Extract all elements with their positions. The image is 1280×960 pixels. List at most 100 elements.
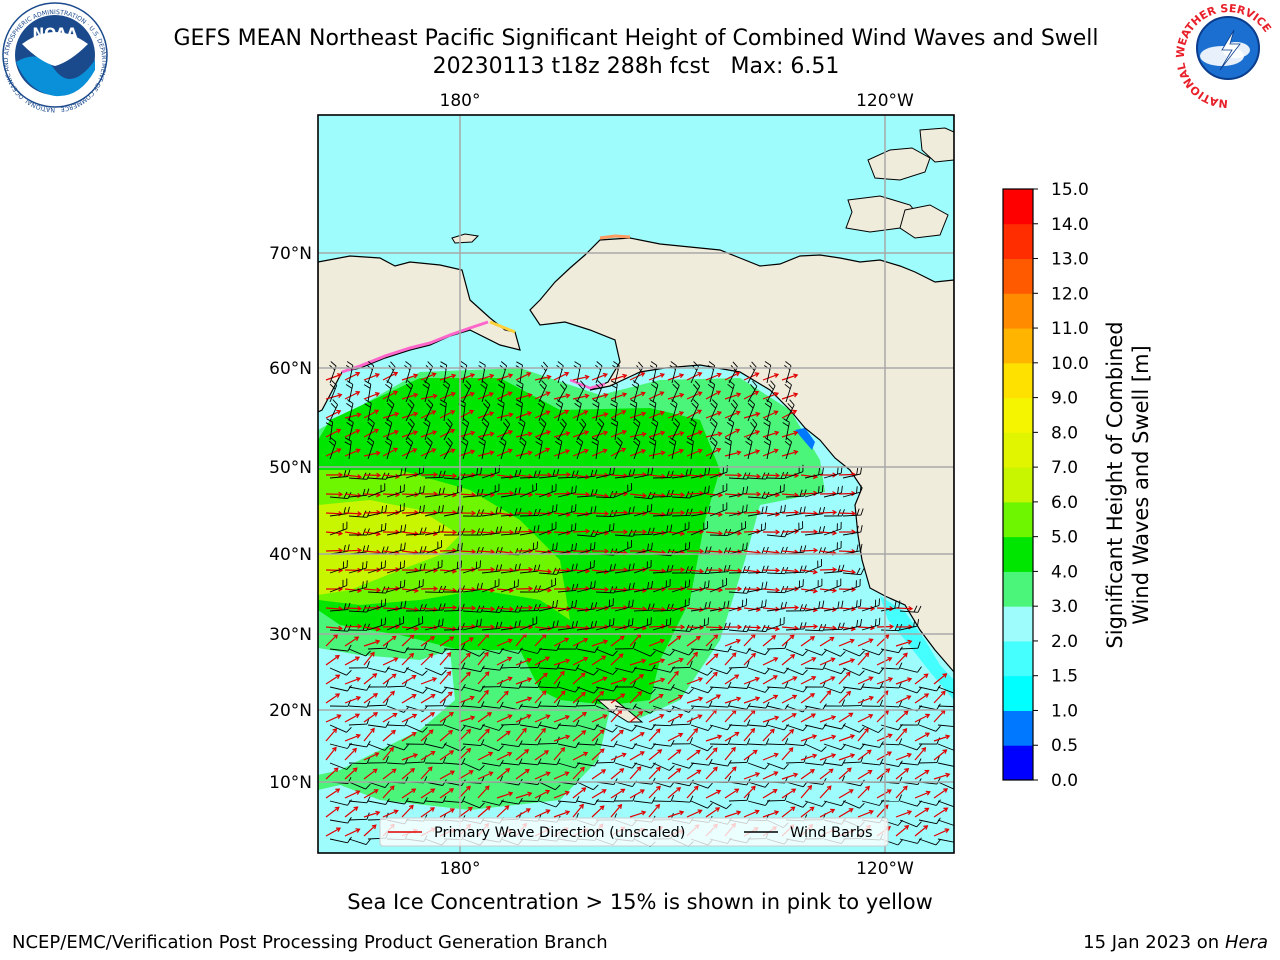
wind-barb-flag xyxy=(742,565,746,573)
wave-direction-arrowhead xyxy=(560,690,566,696)
wind-barb-flag xyxy=(537,758,542,766)
wind-barb-flag xyxy=(860,619,863,627)
wave-direction-arrow xyxy=(781,451,798,457)
wind-barb-shaft xyxy=(348,586,367,593)
wind-barb-flag xyxy=(571,470,575,478)
wind-barb-flag xyxy=(457,506,460,514)
wind-barb-flag xyxy=(571,524,573,532)
wave-direction-arrow xyxy=(553,394,570,400)
wind-barb-shaft xyxy=(633,609,653,612)
wave-direction-arrowhead xyxy=(640,449,647,454)
wave-direction-arrow xyxy=(591,431,608,438)
wind-barb-shaft xyxy=(880,762,899,768)
wave-direction-arrow xyxy=(534,714,550,723)
wave-direction-arrowhead xyxy=(693,785,699,791)
wind-barb-flag xyxy=(666,508,670,516)
wave-direction-arrowhead xyxy=(485,805,491,811)
wave-direction-arrowhead xyxy=(466,671,471,677)
wind-barb-flag xyxy=(765,505,768,513)
wave-direction-arrow xyxy=(591,588,609,591)
wave-direction-arrow xyxy=(705,735,722,742)
wave-direction-arrow xyxy=(629,449,646,457)
wave-direction-arrowhead xyxy=(603,569,610,575)
wind-barb-shaft xyxy=(557,529,576,536)
wave-direction-arrowhead xyxy=(811,657,817,662)
wind-barb-shaft xyxy=(690,527,708,536)
wave-direction-arrowhead xyxy=(427,766,433,772)
sea-ice-note: Sea Ice Concentration > 15% is shown in … xyxy=(347,890,933,914)
wind-barb-shaft xyxy=(652,403,657,422)
wave-direction-arrow xyxy=(325,429,341,438)
wind-barb-shaft xyxy=(405,667,423,676)
wave-direction-arrow xyxy=(382,390,398,400)
wind-barb-shaft xyxy=(386,366,396,384)
wave-direction-arrow xyxy=(629,789,645,799)
wave-direction-arrow xyxy=(572,752,588,761)
wave-direction-arrowhead xyxy=(794,605,800,611)
wind-barb-flag xyxy=(555,801,561,808)
wind-barb-flag xyxy=(799,565,803,573)
wave-direction-arrowhead xyxy=(369,651,375,657)
wave-direction-arrowhead xyxy=(717,734,723,740)
wind-barb-flag xyxy=(479,437,486,442)
wave-direction-arrow xyxy=(876,768,890,780)
wave-direction-arrowhead xyxy=(579,803,584,809)
wind-barb-flag xyxy=(575,620,578,628)
wave-direction-arrow xyxy=(553,492,571,495)
wave-direction-arrowhead xyxy=(355,828,361,833)
wind-barb-shaft xyxy=(747,424,758,441)
wave-direction-arrow xyxy=(895,640,912,647)
wave-direction-arrowhead xyxy=(676,786,682,792)
wave-direction-arrow xyxy=(800,636,815,647)
wave-direction-arrow xyxy=(496,607,513,610)
wave-direction-arrowhead xyxy=(484,785,490,791)
wind-barb-shaft xyxy=(633,587,652,593)
wave-direction-arrowhead xyxy=(430,712,436,717)
wind-barb-flag xyxy=(460,725,466,732)
wave-direction-arrowhead xyxy=(504,805,510,810)
wind-barb-shaft xyxy=(538,475,557,479)
lat-label-10n: 10°N xyxy=(269,773,312,793)
wave-direction-arrowhead xyxy=(774,430,780,436)
wind-barb-shaft xyxy=(766,477,786,480)
wind-barb-shaft xyxy=(576,385,586,403)
wave-direction-arrow xyxy=(344,474,361,478)
wave-direction-arrowhead xyxy=(812,569,818,575)
wave-direction-arrow xyxy=(667,635,681,647)
wave-direction-arrow xyxy=(591,769,606,780)
wave-direction-arrow xyxy=(667,550,684,554)
wave-direction-arrow xyxy=(344,391,360,400)
wind-barb-flag xyxy=(575,796,580,803)
wind-barb-flag xyxy=(574,403,581,408)
wind-barb-shaft xyxy=(709,607,728,612)
wind-barb-shaft xyxy=(614,762,633,769)
wind-barb-shaft xyxy=(614,569,633,574)
wind-barb-shaft xyxy=(481,667,500,671)
wave-direction-arrowhead xyxy=(848,712,854,718)
wave-direction-arrowhead xyxy=(655,803,661,809)
lat-label-40n: 40°N xyxy=(269,545,312,565)
wave-direction-arrow xyxy=(629,674,644,685)
wave-direction-arrow xyxy=(876,804,889,818)
wave-direction-arrowhead xyxy=(395,473,401,479)
wind-barb-shaft xyxy=(614,705,633,711)
wind-barb-shaft xyxy=(671,666,691,669)
colorbar-segment xyxy=(1003,536,1033,572)
wind-barb-shaft xyxy=(690,586,709,593)
wave-direction-arrow xyxy=(553,432,570,438)
wind-barb-flag xyxy=(764,437,772,442)
wave-direction-arrow xyxy=(781,374,798,381)
wind-barb-flag xyxy=(479,802,485,809)
wind-barb-flag xyxy=(499,606,504,613)
wind-barb-flag xyxy=(761,582,764,590)
wind-barb-flag xyxy=(442,603,446,611)
wind-barb-shaft xyxy=(937,762,954,767)
wave-direction-arrowhead xyxy=(371,824,377,830)
wave-direction-arrow xyxy=(363,373,380,381)
wind-barb-flag xyxy=(765,565,769,573)
wind-barb-shaft xyxy=(386,490,405,498)
wave-direction-arrow xyxy=(420,431,437,438)
wave-direction-arrow xyxy=(534,790,550,799)
wind-barb-flag xyxy=(936,684,941,692)
wave-direction-arrow xyxy=(610,588,628,591)
